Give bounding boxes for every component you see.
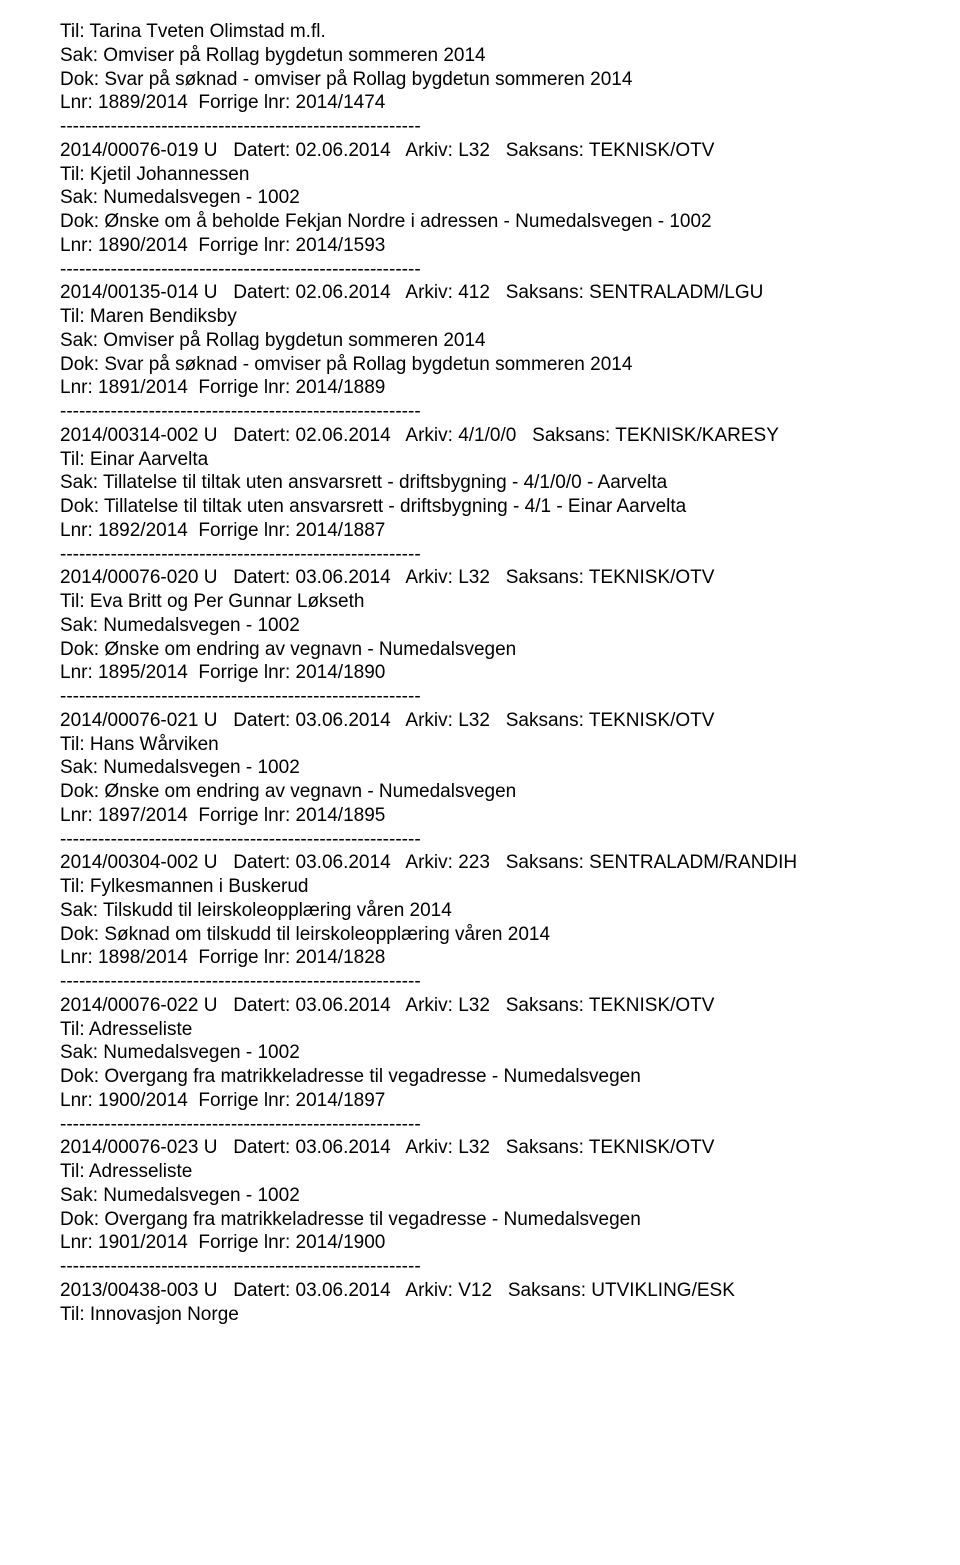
separator-line: ----------------------------------------… bbox=[60, 400, 920, 424]
entry-line: Lnr: 1892/2014 Forrige lnr: 2014/1887 bbox=[60, 519, 920, 543]
entry-line: Til: Adresseliste bbox=[60, 1018, 920, 1042]
entry-line: Lnr: 1890/2014 Forrige lnr: 2014/1593 bbox=[60, 234, 920, 258]
entry-line: 2014/00135-014 U Datert: 02.06.2014 Arki… bbox=[60, 281, 920, 305]
entry-line: 2014/00076-019 U Datert: 02.06.2014 Arki… bbox=[60, 139, 920, 163]
entry-line: 2014/00076-020 U Datert: 03.06.2014 Arki… bbox=[60, 566, 920, 590]
separator-line: ----------------------------------------… bbox=[60, 970, 920, 994]
journal-entry: 2014/00076-019 U Datert: 02.06.2014 Arki… bbox=[60, 139, 920, 258]
journal-entry: 2014/00076-020 U Datert: 03.06.2014 Arki… bbox=[60, 566, 920, 685]
entry-line: Dok: Overgang fra matrikkeladresse til v… bbox=[60, 1208, 920, 1232]
entry-line: Til: Adresseliste bbox=[60, 1160, 920, 1184]
separator-line: ----------------------------------------… bbox=[60, 685, 920, 709]
entry-line: Til: Eva Britt og Per Gunnar Løkseth bbox=[60, 590, 920, 614]
entry-line: 2014/00314-002 U Datert: 02.06.2014 Arki… bbox=[60, 424, 920, 448]
journal-entry: 2013/00438-003 U Datert: 03.06.2014 Arki… bbox=[60, 1279, 920, 1327]
separator-line: ----------------------------------------… bbox=[60, 1255, 920, 1279]
entry-line: Sak: Tilskudd til leirskoleopplæring vår… bbox=[60, 899, 920, 923]
separator-line: ----------------------------------------… bbox=[60, 258, 920, 282]
entry-line: Dok: Svar på søknad - omviser på Rollag … bbox=[60, 353, 920, 377]
entry-line: Sak: Numedalsvegen - 1002 bbox=[60, 1041, 920, 1065]
entry-line: Lnr: 1898/2014 Forrige lnr: 2014/1828 bbox=[60, 946, 920, 970]
journal-entry: 2014/00076-021 U Datert: 03.06.2014 Arki… bbox=[60, 709, 920, 828]
entry-line: Lnr: 1897/2014 Forrige lnr: 2014/1895 bbox=[60, 804, 920, 828]
entry-line: 2014/00304-002 U Datert: 03.06.2014 Arki… bbox=[60, 851, 920, 875]
entry-line: Dok: Ønske om endring av vegnavn - Numed… bbox=[60, 638, 920, 662]
entry-line: Til: Innovasjon Norge bbox=[60, 1303, 920, 1327]
journal-list: Til: Tarina Tveten Olimstad m.fl.Sak: Om… bbox=[60, 20, 920, 1326]
entry-line: Dok: Ønske om endring av vegnavn - Numed… bbox=[60, 780, 920, 804]
entry-line: Sak: Omviser på Rollag bygdetun sommeren… bbox=[60, 44, 920, 68]
entry-line: Til: Tarina Tveten Olimstad m.fl. bbox=[60, 20, 920, 44]
entry-line: 2014/00076-022 U Datert: 03.06.2014 Arki… bbox=[60, 994, 920, 1018]
entry-line: Sak: Numedalsvegen - 1002 bbox=[60, 186, 920, 210]
journal-entry: 2014/00135-014 U Datert: 02.06.2014 Arki… bbox=[60, 281, 920, 400]
entry-line: Sak: Numedalsvegen - 1002 bbox=[60, 756, 920, 780]
entry-line: Dok: Tillatelse til tiltak uten ansvarsr… bbox=[60, 495, 920, 519]
entry-line: Sak: Tillatelse til tiltak uten ansvarsr… bbox=[60, 471, 920, 495]
entry-line: Til: Fylkesmannen i Buskerud bbox=[60, 875, 920, 899]
entry-line: Sak: Omviser på Rollag bygdetun sommeren… bbox=[60, 329, 920, 353]
entry-line: Til: Kjetil Johannessen bbox=[60, 163, 920, 187]
journal-entry: 2014/00076-023 U Datert: 03.06.2014 Arki… bbox=[60, 1136, 920, 1255]
entry-line: Til: Hans Wårviken bbox=[60, 733, 920, 757]
entry-line: Dok: Svar på søknad - omviser på Rollag … bbox=[60, 68, 920, 92]
entry-line: Til: Einar Aarvelta bbox=[60, 448, 920, 472]
entry-line: Dok: Ønske om å beholde Fekjan Nordre i … bbox=[60, 210, 920, 234]
entry-line: Lnr: 1901/2014 Forrige lnr: 2014/1900 bbox=[60, 1231, 920, 1255]
separator-line: ----------------------------------------… bbox=[60, 115, 920, 139]
separator-line: ----------------------------------------… bbox=[60, 543, 920, 567]
entry-line: Dok: Overgang fra matrikkeladresse til v… bbox=[60, 1065, 920, 1089]
separator-line: ----------------------------------------… bbox=[60, 828, 920, 852]
entry-line: Til: Maren Bendiksby bbox=[60, 305, 920, 329]
entry-line: Lnr: 1895/2014 Forrige lnr: 2014/1890 bbox=[60, 661, 920, 685]
entry-line: Lnr: 1889/2014 Forrige lnr: 2014/1474 bbox=[60, 91, 920, 115]
journal-entry: 2014/00314-002 U Datert: 02.06.2014 Arki… bbox=[60, 424, 920, 543]
journal-entry: 2014/00076-022 U Datert: 03.06.2014 Arki… bbox=[60, 994, 920, 1113]
entry-line: Sak: Numedalsvegen - 1002 bbox=[60, 614, 920, 638]
journal-entry: Til: Tarina Tveten Olimstad m.fl.Sak: Om… bbox=[60, 20, 920, 115]
entry-line: Lnr: 1900/2014 Forrige lnr: 2014/1897 bbox=[60, 1089, 920, 1113]
entry-line: 2014/00076-023 U Datert: 03.06.2014 Arki… bbox=[60, 1136, 920, 1160]
entry-line: Dok: Søknad om tilskudd til leirskoleopp… bbox=[60, 923, 920, 947]
separator-line: ----------------------------------------… bbox=[60, 1113, 920, 1137]
entry-line: Sak: Numedalsvegen - 1002 bbox=[60, 1184, 920, 1208]
journal-entry: 2014/00304-002 U Datert: 03.06.2014 Arki… bbox=[60, 851, 920, 970]
entry-line: 2013/00438-003 U Datert: 03.06.2014 Arki… bbox=[60, 1279, 920, 1303]
entry-line: 2014/00076-021 U Datert: 03.06.2014 Arki… bbox=[60, 709, 920, 733]
entry-line: Lnr: 1891/2014 Forrige lnr: 2014/1889 bbox=[60, 376, 920, 400]
